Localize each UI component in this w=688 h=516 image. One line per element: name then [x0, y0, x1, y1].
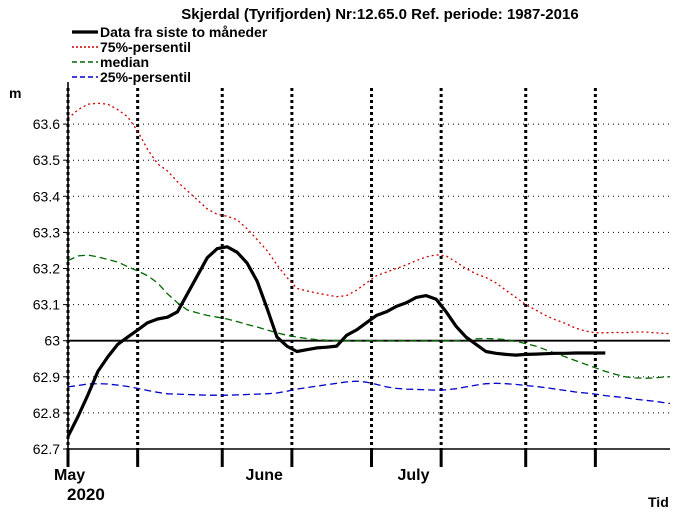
y-axis-label: m [9, 85, 21, 101]
y-tick-label: 62.8 [33, 405, 60, 421]
y-tick-label: 63.2 [33, 261, 60, 277]
y-tick-label: 63.1 [33, 297, 60, 313]
legend-label: 75%-persentil [100, 39, 191, 55]
y-tick-label: 62.9 [33, 369, 60, 385]
y-tick-label: 63.4 [33, 188, 60, 204]
series-line-25-persentil [67, 380, 671, 405]
x-axis-label: Tid [648, 494, 669, 510]
y-tick-label: 62.7 [33, 441, 60, 457]
y-tick-label: 63 [44, 333, 60, 349]
x-tick-label-june: June [246, 467, 283, 484]
legend-label: 25%-persentil [100, 69, 191, 85]
legend-label: median [100, 54, 149, 70]
series-layer [66, 102, 671, 438]
chart-title: Skjerdal (Tyrifjorden) Nr:12.65.0 Ref. p… [181, 6, 578, 23]
series-line-75-persentil [67, 102, 670, 335]
chart-legend: Data fra siste to måneder75%-persentilme… [72, 24, 268, 85]
x-tick-label-july: July [397, 467, 429, 484]
y-tick-labels: 62.7 62.8 62.9 63 63.1 63.2 63.3 63.4 63.5 63.6 [33, 116, 68, 457]
x-tick-labels: May June July [54, 467, 430, 484]
y-tick-label: 63.3 [33, 224, 60, 240]
y-tick-label: 63.5 [33, 152, 60, 168]
y-tick-label: 63.6 [33, 116, 60, 132]
x-axis-year-label: 2020 [67, 485, 105, 504]
series-line-median [67, 254, 670, 379]
x-tick-label-may: May [54, 467, 85, 484]
chart-axes [66, 82, 670, 467]
legend-label: Data fra siste to måneder [100, 24, 268, 40]
series-line-data-fra-siste-to-m-neder [66, 245, 606, 438]
